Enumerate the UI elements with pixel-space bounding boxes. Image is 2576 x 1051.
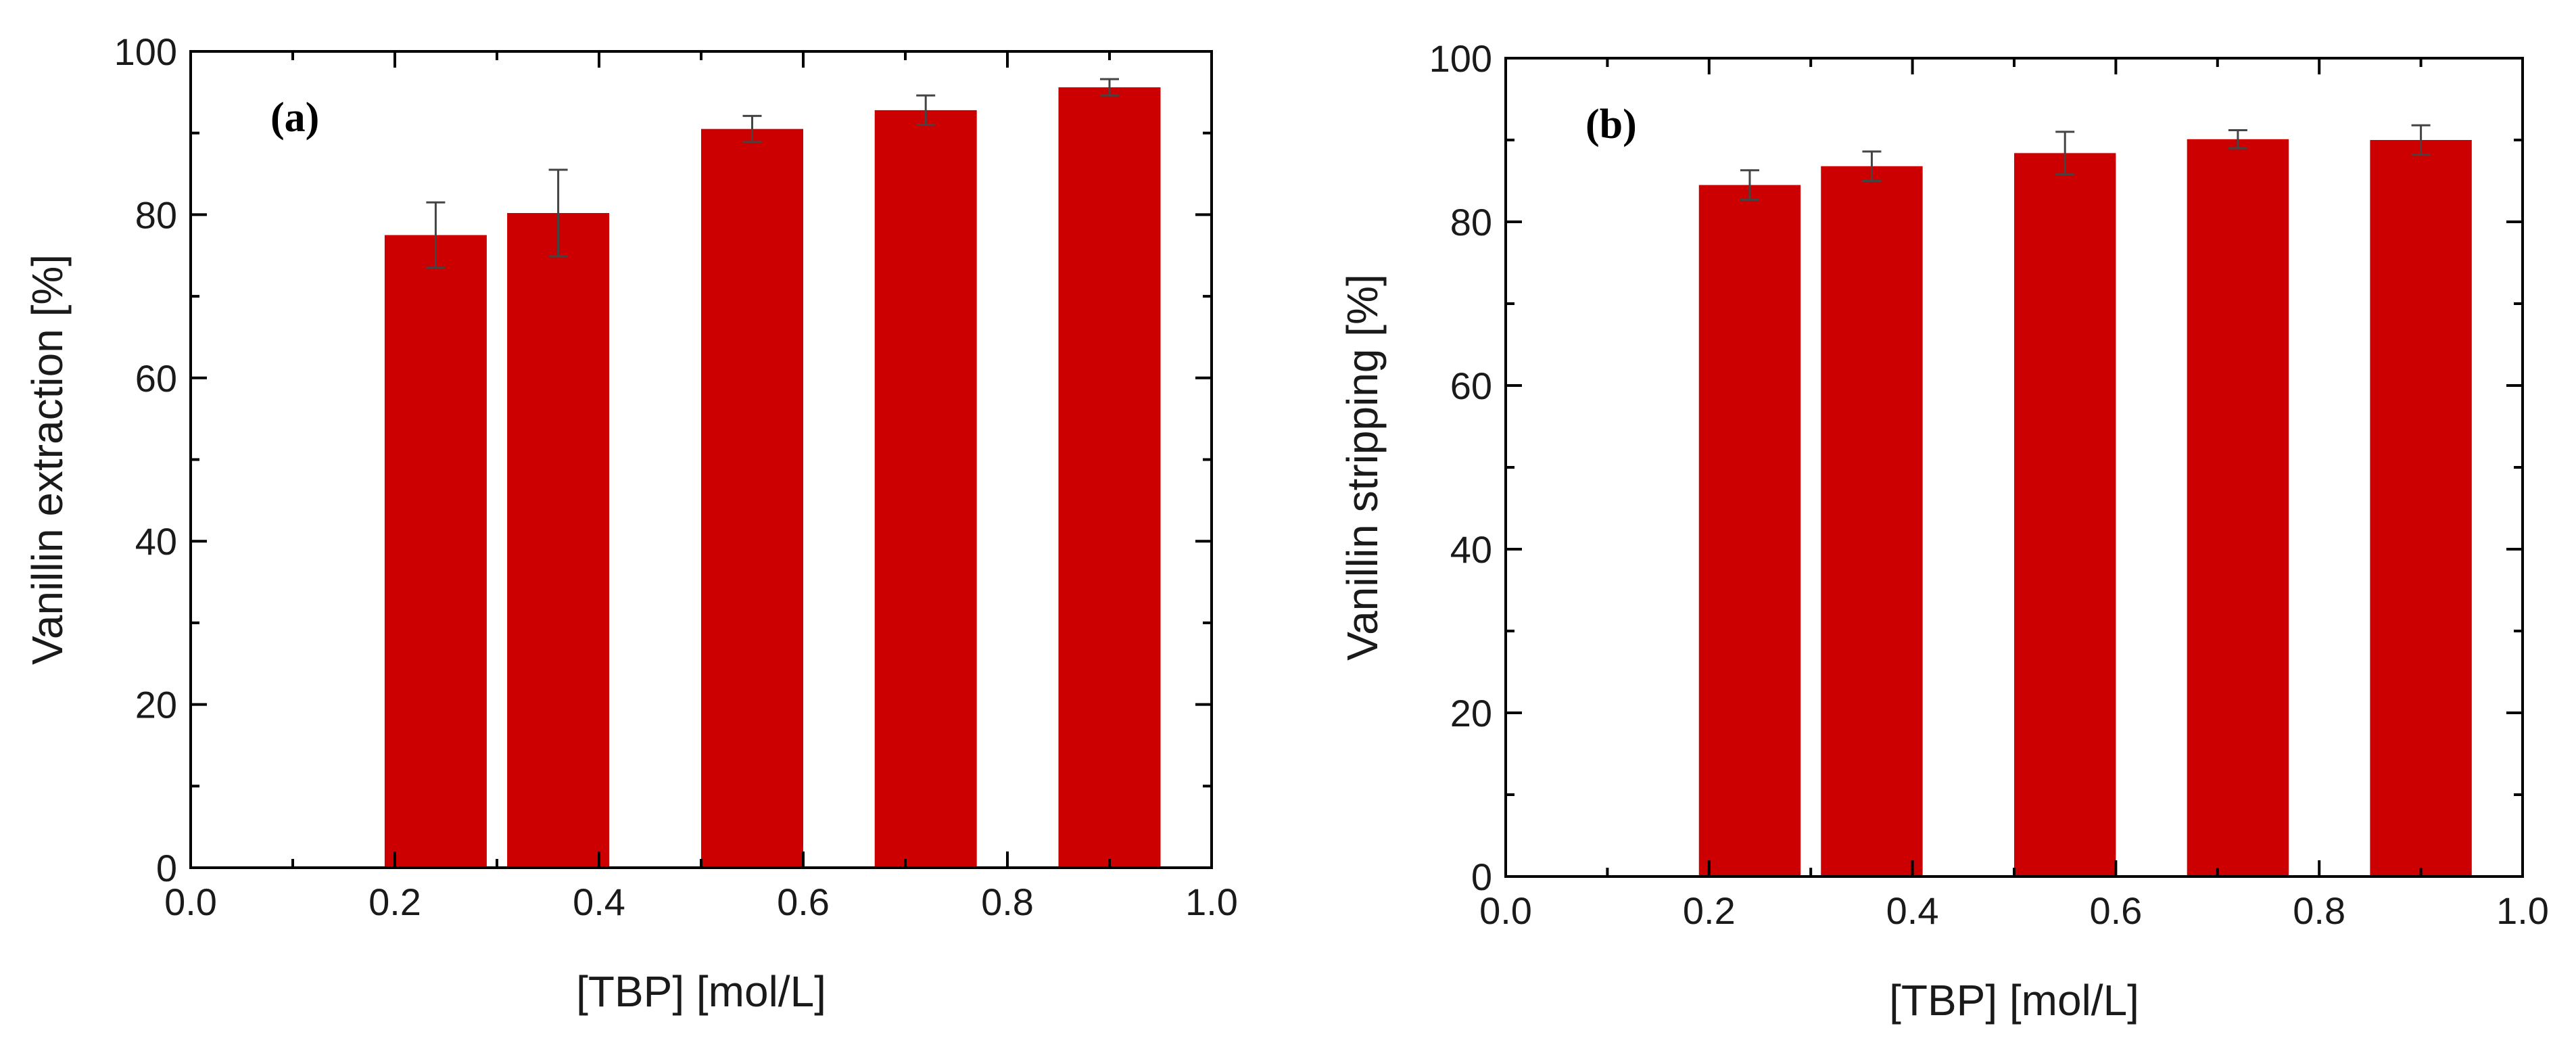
y-axis-title: Vanillin stripping [%] [1338, 274, 1387, 661]
y-axis-title: Vanillin extraction [%] [23, 254, 72, 665]
panel-b: 0.0 0.2 0.4 0.6 0.8 1.0 0 20 40 60 80 100 (b) [TBP] [… [1338, 37, 2549, 1025]
y-tick-label: 40 [135, 520, 177, 563]
x-tick-label: 0.0 [164, 881, 217, 923]
bar [2370, 140, 2472, 877]
bar [701, 129, 803, 868]
x-axis-title: [TBP] [mol/L] [576, 967, 826, 1016]
bar [384, 235, 487, 868]
x-tick-label: 1.0 [1185, 881, 1238, 923]
panel-label: (b) [1585, 101, 1637, 147]
y-tick-label: 100 [114, 30, 177, 73]
y-tick-label: 80 [1450, 201, 1492, 243]
panel-label: (a) [270, 95, 319, 141]
x-tick-label: 0.8 [2293, 889, 2345, 932]
y-tick-label: 80 [135, 193, 177, 236]
y-tick-label: 60 [135, 357, 177, 400]
x-axis-title: [TBP] [mol/L] [1889, 976, 2139, 1025]
x-tick-label: 0.0 [1479, 889, 1532, 932]
x-tick-label: 0.4 [1886, 889, 1939, 932]
x-tick-label: 0.6 [2089, 889, 2142, 932]
bar [874, 110, 977, 868]
bar [507, 212, 610, 868]
x-tick-label: 1.0 [2496, 889, 2549, 932]
x-tick-label: 0.4 [573, 881, 625, 923]
y-tick-label: 0 [1471, 856, 1492, 898]
y-tick-label: 20 [135, 684, 177, 726]
y-tick-label: 0 [156, 847, 177, 889]
panel-a: 0.0 0.2 0.4 0.6 0.8 1.0 0 20 40 60 80 100 (a) [TBP] [… [23, 30, 1238, 1016]
x-tick-label: 0.2 [1683, 889, 1736, 932]
y-tick-label: 40 [1450, 528, 1492, 571]
y-tick-label: 20 [1450, 692, 1492, 734]
bar [1058, 87, 1161, 868]
x-tick-label: 0.6 [777, 881, 830, 923]
x-tick-label: 0.2 [368, 881, 421, 923]
x-tick-label: 0.8 [981, 881, 1034, 923]
bar [2014, 153, 2116, 877]
bar [1821, 166, 1923, 877]
y-tick-label: 100 [1429, 37, 1492, 80]
bar [2187, 139, 2289, 877]
y-tick-label: 60 [1450, 365, 1492, 407]
bar [1698, 185, 1801, 877]
